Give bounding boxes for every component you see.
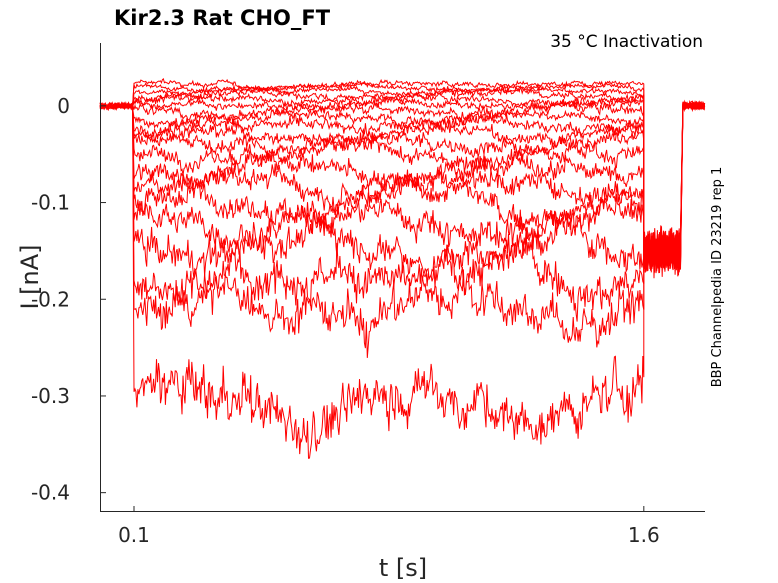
axes: [100, 43, 705, 512]
current-trace: [99, 91, 706, 277]
current-trace: [99, 101, 705, 279]
current-trace: [99, 99, 706, 272]
current-trace: [99, 95, 706, 269]
current-trace: [99, 100, 705, 277]
current-trace: [99, 83, 706, 271]
x-tick-label: 0.1: [118, 523, 150, 547]
current-trace: [99, 102, 706, 271]
current-trace: [99, 101, 705, 281]
chart-title: Kir2.3 Rat CHO_FT: [114, 6, 331, 30]
current-trace: [99, 100, 705, 358]
y-tick-label: -0.2: [31, 287, 70, 311]
y-tick-label: -0.1: [31, 191, 70, 215]
y-axis-label: I [nA]: [16, 244, 44, 309]
current-trace: [99, 81, 706, 271]
current-trace: [99, 101, 706, 267]
y-tick-label: -0.4: [31, 481, 70, 505]
x-axis-label: t [s]: [379, 554, 427, 582]
current-trace: [99, 100, 706, 459]
x-ticks: 0.1 1.6: [118, 506, 660, 547]
chart-subtitle: 35 °C Inactivation: [550, 32, 703, 52]
channelpedia-id-label: BBP Channelpedia ID 23219 rep 1: [710, 167, 725, 388]
plot-area: [99, 78, 706, 459]
current-trace: [99, 101, 705, 271]
current-trace: [99, 101, 706, 272]
y-ticks: 0 -0.1 -0.2 -0.3 -0.4: [31, 94, 106, 505]
y-tick-label: -0.3: [31, 384, 70, 408]
current-trace: [99, 85, 706, 271]
current-trace: [99, 78, 705, 276]
x-tick-label: 1.6: [628, 523, 660, 547]
y-tick-label: 0: [57, 94, 70, 118]
